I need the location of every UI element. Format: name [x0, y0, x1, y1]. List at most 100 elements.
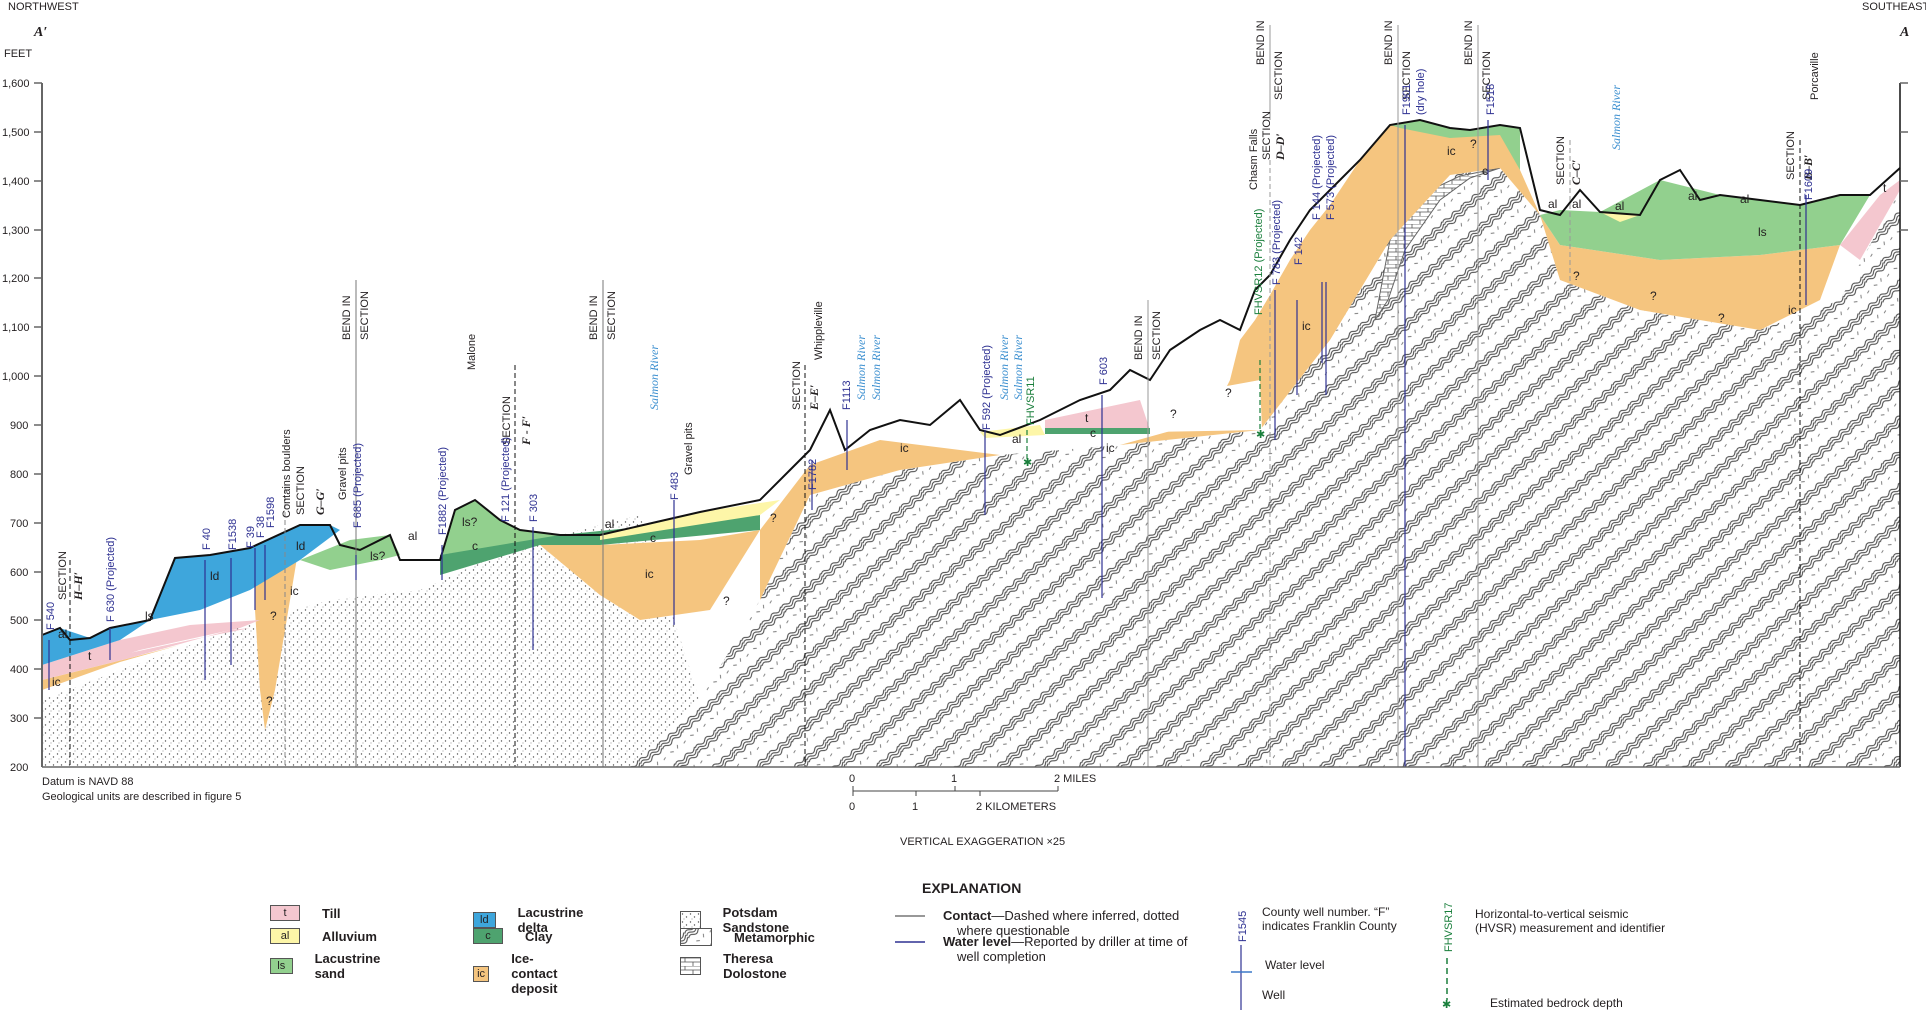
svg-text:?: ? [1470, 137, 1477, 151]
section-id-f: F - F′ [519, 416, 533, 446]
legend-water-level-text: Water level—Reported by driller at time … [943, 934, 1187, 964]
well-label: F 573 (Projected) [1325, 135, 1337, 220]
legend-label: Ice-contact deposit [511, 951, 558, 996]
well-label: F 783 (Projected) [1271, 200, 1283, 285]
svg-text:t: t [88, 649, 92, 663]
hvsr-note-1: Horizontal-to-vertical seismic [1475, 907, 1629, 921]
svg-text:ls: ls [145, 609, 154, 623]
svg-text:800: 800 [10, 469, 28, 481]
svg-text:300: 300 [10, 713, 28, 725]
well-note-2: indicates Franklin County [1262, 919, 1397, 933]
svg-text:2 KILOMETERS: 2 KILOMETERS [976, 801, 1056, 813]
well-label: F 144 (Projected) [1311, 135, 1323, 220]
well-label: F 142 [1293, 237, 1305, 265]
unit-alluvium-central [600, 500, 780, 540]
legend-label: Theresa Dolostone [723, 951, 787, 981]
hvsr-label: FHVSR12 (Projected) [1253, 209, 1265, 315]
svg-text:900: 900 [10, 420, 28, 432]
hvsr-label: FHVSR11 [1025, 376, 1037, 425]
swatch-till: t [270, 905, 300, 921]
well-label: F 39 [245, 526, 257, 548]
section-label: SECTION [1151, 311, 1163, 360]
legend-item-alluvium: al Alluvium [270, 928, 377, 944]
bend-label: BEND IN [1463, 20, 1475, 65]
unknown-zone [1150, 380, 1262, 432]
svg-text:1,500: 1,500 [2, 127, 30, 139]
svg-text:c: c [650, 531, 656, 545]
svg-text:al: al [1688, 189, 1697, 203]
svg-text:1,100: 1,100 [2, 322, 30, 334]
section-label: SECTION [1785, 131, 1797, 180]
section-id-d: D–D′ [1273, 133, 1287, 161]
legend-label: Lacustrine sand [314, 951, 381, 981]
section-id-h: H–H′ [71, 572, 85, 601]
legend-label: Potsdam Sandstone [722, 905, 790, 935]
svg-text:c: c [1482, 164, 1488, 178]
well-label: F1609 [1803, 169, 1815, 200]
section-id-e: E–E′ [807, 385, 821, 411]
well-label: F 40 [201, 528, 213, 550]
place-label: Porcaville [1809, 52, 1821, 100]
section-label: SECTION [1401, 51, 1413, 100]
section-label: SECTION [1555, 136, 1567, 185]
place-label: Gravel pits [337, 447, 349, 500]
place-label: Chasm Falls [1248, 128, 1260, 190]
svg-text:2 MILES: 2 MILES [1054, 773, 1096, 785]
svg-text:200: 200 [10, 762, 28, 774]
legend-well-water-level: Water level [1265, 958, 1325, 972]
svg-text:al: al [1012, 432, 1021, 446]
well-note-1: County well number. “F” [1262, 905, 1390, 919]
svg-text:600: 600 [10, 567, 28, 579]
land-surface-line [41, 118, 1901, 642]
svg-text:ic: ic [52, 675, 61, 689]
legend-label: Metamorphic [734, 929, 815, 945]
well-label: F1882 (Projected) [437, 447, 449, 535]
svg-text:al: al [1615, 199, 1624, 213]
section-label: SECTION [295, 466, 307, 515]
section-id-b: B–B′ [1801, 155, 1815, 181]
water-level-label: Water level [943, 934, 1012, 949]
hvsr-12-bedrock-icon: ✱ [1256, 429, 1265, 441]
metamorphic-bedrock [630, 168, 1900, 767]
unit-lacustrine-sand-east [1540, 180, 1870, 260]
svg-text:?: ? [1225, 386, 1232, 400]
contact-desc-2: where questionable [957, 923, 1070, 938]
legend-well-id: F1545 [1237, 911, 1249, 942]
well-label: F1901 [1401, 84, 1413, 115]
direction-southeast: SOUTHEAST [1862, 1, 1926, 13]
section-label: SECTION [1261, 111, 1273, 160]
unit-till-se [1840, 180, 1900, 260]
legend-item-ice-contact: ic Ice-contact deposit [473, 951, 571, 996]
bend-label: BEND IN [588, 295, 600, 340]
legend-item-theresa: Theresa Dolostone [680, 951, 798, 981]
swatch-theresa-dolostone [680, 957, 702, 975]
svg-text:ic: ic [1106, 441, 1115, 455]
swatch-metamorphic [680, 928, 712, 946]
svg-text:t: t [1883, 181, 1887, 195]
section-label: SECTION [501, 396, 513, 445]
svg-text:ld: ld [296, 539, 305, 553]
bend-label: BEND IN [341, 295, 353, 340]
svg-text:1,600: 1,600 [2, 78, 30, 90]
river-label: Salmon River [647, 345, 661, 410]
section-label: SECTION [606, 291, 618, 340]
svg-text:ls: ls [1758, 225, 1767, 239]
well-label: F1518 [1485, 84, 1497, 115]
units-reference-note: Geological units are described in figure… [42, 791, 241, 803]
river-label: Salmon River [997, 335, 1011, 400]
well-label: F1782 [807, 459, 819, 490]
swatch-potsdam-sandstone [680, 911, 701, 929]
legend-well-note: County well number. “F” indicates Frankl… [1262, 905, 1397, 933]
svg-text:0: 0 [849, 773, 855, 785]
unit-clay-west [440, 515, 760, 575]
svg-text:1,300: 1,300 [2, 225, 30, 237]
svg-text:al: al [605, 517, 614, 531]
svg-text:ic: ic [645, 567, 654, 581]
place-label: Whippleville [813, 301, 825, 360]
svg-text:?: ? [1170, 407, 1177, 421]
bend-label: BEND IN [1255, 20, 1267, 65]
unit-labels: al t ic ls ld ld ic ? ? ls? al ls? c al … [52, 137, 1887, 708]
svg-text:al: al [1572, 197, 1581, 211]
unit-clay-east [1045, 428, 1150, 434]
